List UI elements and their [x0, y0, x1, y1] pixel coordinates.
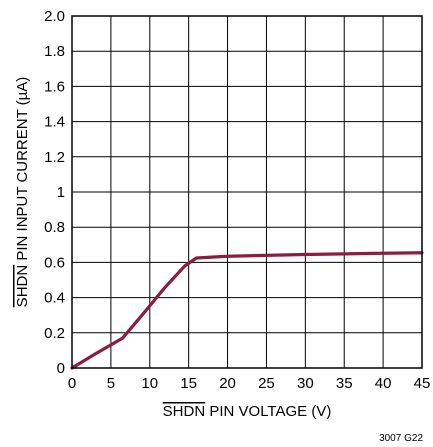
y-tick-label: 0.2 — [44, 325, 65, 342]
x-tick-label: 30 — [297, 375, 314, 392]
y-tick-label: 1 — [57, 184, 65, 201]
x-tick-label: 10 — [141, 375, 158, 392]
x-tick-label: 25 — [258, 375, 275, 392]
x-axis-label-overbar: SHDN — [163, 403, 206, 420]
x-tick-label: 5 — [107, 375, 115, 392]
y-tick-label: 1.6 — [44, 78, 65, 95]
figure-code: 3007 G22 — [379, 433, 423, 444]
x-tick-label: 40 — [375, 375, 392, 392]
x-tick-label: 20 — [219, 375, 236, 392]
series-layer — [70, 251, 424, 370]
x-tick-label: 45 — [414, 375, 431, 392]
series-line — [70, 251, 424, 370]
x-tick-label: 0 — [68, 375, 76, 392]
y-tick-label: 0.4 — [44, 290, 65, 307]
y-axis-label-rest: PIN INPUT CURRENT (µA) — [14, 77, 31, 265]
plot-frame — [71, 15, 423, 369]
y-tick-labels: 0 0.2 0.4 0.6 0.8 1 1.2 1.4 1.6 1.8 2.0 — [44, 8, 65, 377]
y-tick-label: 2.0 — [44, 8, 65, 25]
y-axis-label: SHDN PIN INPUT CURRENT (µA) — [14, 77, 31, 308]
x-tick-labels: 0 5 10 15 20 25 30 35 40 45 — [68, 375, 431, 392]
y-tick-label: 0.6 — [44, 254, 65, 271]
y-tick-label: 0 — [57, 360, 65, 377]
y-tick-label: 0.8 — [44, 219, 65, 236]
y-tick-label: 1.4 — [44, 114, 65, 131]
y-axis-label-overbar: SHDN — [14, 265, 31, 308]
y-tick-label: 1.2 — [44, 149, 65, 166]
x-axis-label: SHDN PIN VOLTAGE (V) — [163, 403, 332, 420]
grid — [71, 15, 423, 369]
x-axis-label-rest: PIN VOLTAGE (V) — [205, 403, 331, 420]
x-tick-label: 15 — [180, 375, 197, 392]
x-tick-label: 35 — [336, 375, 353, 392]
y-tick-label: 1.8 — [44, 43, 65, 60]
